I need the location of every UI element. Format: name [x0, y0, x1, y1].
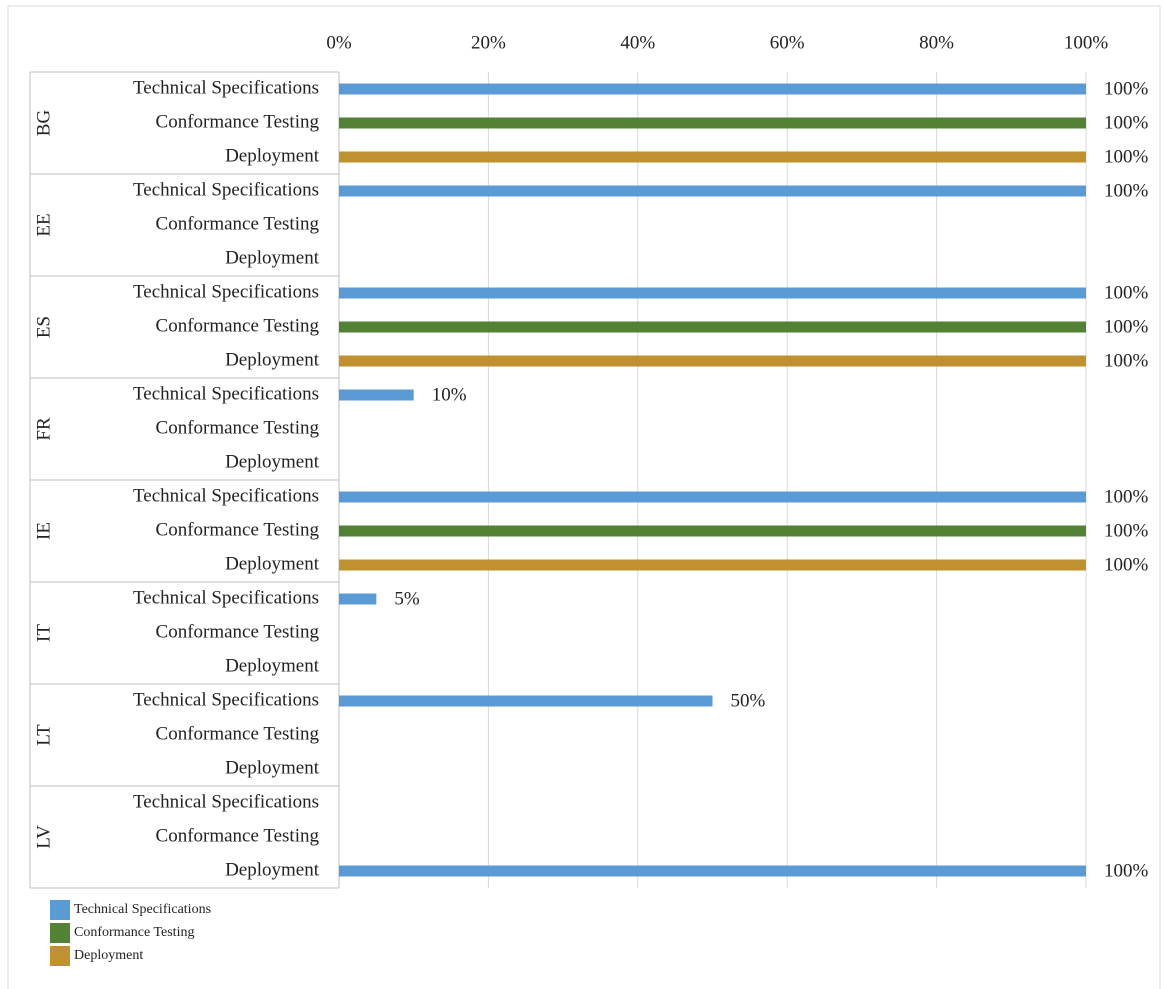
- group-label: LV: [33, 825, 54, 849]
- bar: [339, 865, 1086, 877]
- row-label: Technical Specifications: [133, 689, 319, 710]
- x-tick-label: 60%: [770, 32, 805, 53]
- row-label: Deployment: [225, 451, 320, 472]
- bar: [339, 355, 1086, 367]
- row-label: Technical Specifications: [133, 383, 319, 404]
- row-label: Deployment: [225, 655, 320, 676]
- row-label: Deployment: [225, 757, 320, 778]
- legend-label: Technical Specifications: [74, 902, 211, 917]
- row-label: Deployment: [225, 247, 320, 268]
- row-label: Technical Specifications: [133, 485, 319, 506]
- row-label: Technical Specifications: [133, 281, 319, 302]
- data-label: 100%: [1104, 78, 1149, 99]
- data-label: 100%: [1104, 486, 1149, 507]
- data-label: 100%: [1104, 316, 1149, 337]
- legend-swatch: [50, 900, 70, 920]
- row-label: Conformance Testing: [156, 417, 320, 438]
- group-label: BG: [33, 110, 54, 137]
- chart-border: [7, 5, 1161, 989]
- bar: [339, 151, 1086, 163]
- x-tick-label: 20%: [471, 32, 506, 53]
- data-label: 100%: [1104, 520, 1149, 541]
- legend-swatch: [50, 923, 70, 943]
- bar: [339, 695, 713, 707]
- row-label: Deployment: [225, 349, 320, 370]
- group-label: IT: [33, 624, 54, 642]
- bar: [339, 321, 1086, 333]
- data-label: 5%: [394, 588, 420, 609]
- row-label: Deployment: [225, 145, 320, 166]
- bar: [339, 593, 377, 605]
- row-label: Conformance Testing: [156, 723, 320, 744]
- legend-label: Conformance Testing: [74, 925, 194, 940]
- group-label: FR: [33, 417, 54, 441]
- row-label: Technical Specifications: [133, 587, 319, 608]
- row-label: Conformance Testing: [156, 825, 320, 846]
- bar: [339, 491, 1086, 503]
- data-label: 50%: [731, 690, 766, 711]
- data-label: 100%: [1104, 282, 1149, 303]
- x-tick-label: 0%: [326, 32, 352, 53]
- group-label: EE: [33, 213, 54, 236]
- group-label: ES: [33, 316, 54, 338]
- data-label: 100%: [1104, 112, 1149, 133]
- bar: [339, 83, 1086, 95]
- row-label: Deployment: [225, 859, 320, 880]
- row-label: Technical Specifications: [133, 77, 319, 98]
- bar: [339, 559, 1086, 571]
- bar: [339, 525, 1086, 537]
- bar: [339, 117, 1086, 129]
- data-label: 100%: [1104, 860, 1149, 881]
- data-label: 100%: [1104, 180, 1149, 201]
- row-label: Conformance Testing: [156, 621, 320, 642]
- x-tick-label: 100%: [1064, 32, 1109, 53]
- row-label: Conformance Testing: [156, 519, 320, 540]
- row-label: Deployment: [225, 553, 320, 574]
- legend-swatch: [50, 946, 70, 966]
- row-label: Conformance Testing: [156, 213, 320, 234]
- row-label: Technical Specifications: [133, 791, 319, 812]
- data-label: 100%: [1104, 350, 1149, 371]
- row-label: Conformance Testing: [156, 111, 320, 132]
- bar: [339, 389, 414, 401]
- data-label: 100%: [1104, 146, 1149, 167]
- legend-label: Deployment: [74, 948, 143, 963]
- bar: [339, 185, 1086, 197]
- data-label: 100%: [1104, 554, 1149, 575]
- x-tick-label: 40%: [620, 32, 655, 53]
- row-label: Technical Specifications: [133, 179, 319, 200]
- bar: [339, 287, 1086, 299]
- x-tick-label: 80%: [919, 32, 954, 53]
- group-label: LT: [33, 724, 54, 746]
- data-label: 10%: [432, 384, 467, 405]
- row-label: Conformance Testing: [156, 315, 320, 336]
- group-label: IE: [33, 522, 54, 540]
